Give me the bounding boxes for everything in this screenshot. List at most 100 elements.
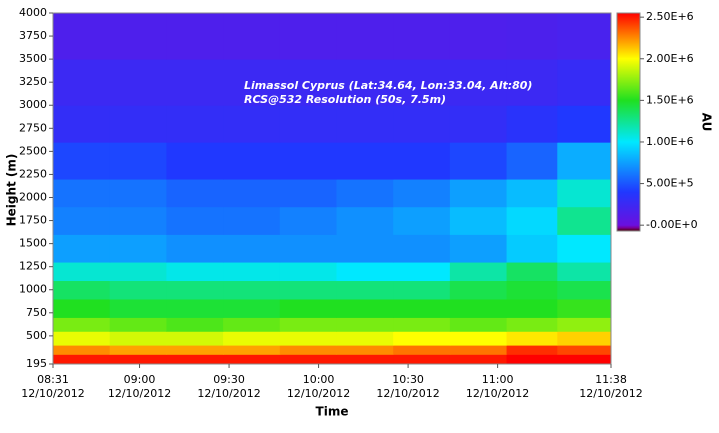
heat-cell xyxy=(279,206,337,235)
x-tick-label: 10:30 xyxy=(392,373,424,386)
heat-cell xyxy=(557,280,612,300)
heat-cell xyxy=(279,317,337,332)
heat-cell xyxy=(109,280,167,300)
plot-frame xyxy=(52,12,612,365)
colorbar-tick-label: -0.00E+0 xyxy=(646,218,698,231)
heat-cell xyxy=(109,142,167,180)
heat-cell xyxy=(53,105,111,143)
heat-cell xyxy=(109,13,167,60)
x-tick-label: 10:00 xyxy=(303,373,335,386)
x-tick-label: 12/10/2012 xyxy=(579,387,642,400)
heat-cell xyxy=(506,345,558,355)
heat-cell xyxy=(279,59,337,106)
y-tick-label: 195 xyxy=(26,357,47,370)
heat-cell xyxy=(279,179,337,208)
heat-cell xyxy=(109,206,167,235)
y-tick-label: 1750 xyxy=(19,214,47,227)
heat-cell xyxy=(223,317,281,332)
y-tick-label: 3500 xyxy=(19,52,47,65)
heat-cell xyxy=(449,13,508,60)
heat-cell xyxy=(393,206,451,235)
heat-cell xyxy=(279,298,337,318)
heat-cell xyxy=(53,345,111,355)
x-tick-label: 12/10/2012 xyxy=(466,387,529,400)
heat-cell xyxy=(223,345,281,355)
y-tick-label: 500 xyxy=(26,329,47,342)
heat-cell xyxy=(223,206,281,235)
heat-cell xyxy=(506,331,558,346)
x-tick-label: 12/10/2012 xyxy=(108,387,171,400)
heat-cell xyxy=(223,13,281,60)
heat-cell xyxy=(53,298,111,318)
heat-cell xyxy=(109,105,167,143)
x-tick-label: 09:00 xyxy=(124,373,156,386)
x-tick-label: 12/10/2012 xyxy=(287,387,350,400)
heat-cell xyxy=(506,354,558,365)
heat-cell xyxy=(506,13,558,60)
heat-cell xyxy=(166,280,224,300)
x-tick-label: 08:31 xyxy=(37,373,69,386)
heat-cell xyxy=(223,105,281,143)
heat-cell xyxy=(166,206,224,235)
heat-cell xyxy=(336,142,394,180)
heat-cell xyxy=(279,280,337,300)
heat-cell xyxy=(336,59,394,106)
heat-cell xyxy=(393,105,451,143)
heat-cell xyxy=(557,206,612,235)
heat-cell xyxy=(557,13,612,60)
colorbar-tick-label: 1.00E+6 xyxy=(646,135,694,148)
heat-cell xyxy=(109,345,167,355)
heat-cell xyxy=(166,331,224,346)
heat-cell xyxy=(166,105,224,143)
y-tick-label: 1000 xyxy=(19,283,47,296)
x-tick-label: 09:30 xyxy=(213,373,245,386)
heat-cell xyxy=(336,317,394,332)
heat-cell xyxy=(223,234,281,263)
heat-cell xyxy=(557,142,612,180)
heat-cell xyxy=(336,234,394,263)
heat-cell xyxy=(279,354,337,365)
y-tick-label: 2500 xyxy=(19,144,47,157)
heat-cell xyxy=(53,234,111,263)
heat-cell xyxy=(393,354,451,365)
heat-cell xyxy=(393,179,451,208)
heat-cell xyxy=(279,234,337,263)
heat-cell xyxy=(506,142,558,180)
heat-cell xyxy=(279,13,337,60)
heat-cell xyxy=(506,280,558,300)
heat-cell xyxy=(109,179,167,208)
heat-cell xyxy=(336,280,394,300)
x-axis-label: Time xyxy=(316,405,349,419)
heat-cell xyxy=(506,179,558,208)
y-tick-label: 3000 xyxy=(19,98,47,111)
heat-cell xyxy=(166,298,224,318)
heat-cell xyxy=(166,179,224,208)
heat-cell xyxy=(506,105,558,143)
heat-cell xyxy=(53,262,111,282)
heat-cell xyxy=(393,59,451,106)
heat-cell xyxy=(449,280,508,300)
heat-cell xyxy=(449,331,508,346)
heat-cell xyxy=(393,345,451,355)
heat-cell xyxy=(166,13,224,60)
heat-cell xyxy=(53,280,111,300)
x-tick-label: 12/10/2012 xyxy=(21,387,84,400)
heat-cell xyxy=(557,59,612,106)
y-tick-label: 3750 xyxy=(19,29,47,42)
heat-cell xyxy=(223,331,281,346)
heat-cell xyxy=(279,331,337,346)
heat-cell xyxy=(223,179,281,208)
y-tick-label: 2250 xyxy=(19,167,47,180)
heat-cell xyxy=(109,331,167,346)
heat-cell xyxy=(336,298,394,318)
heat-cell xyxy=(336,354,394,365)
heat-cell xyxy=(223,59,281,106)
heat-cell xyxy=(449,262,508,282)
heat-cell xyxy=(557,317,612,332)
x-tick-label: 11:38 xyxy=(595,373,627,386)
heat-cell xyxy=(336,345,394,355)
heat-cell xyxy=(506,234,558,263)
heat-cell xyxy=(223,142,281,180)
heat-cell xyxy=(449,179,508,208)
